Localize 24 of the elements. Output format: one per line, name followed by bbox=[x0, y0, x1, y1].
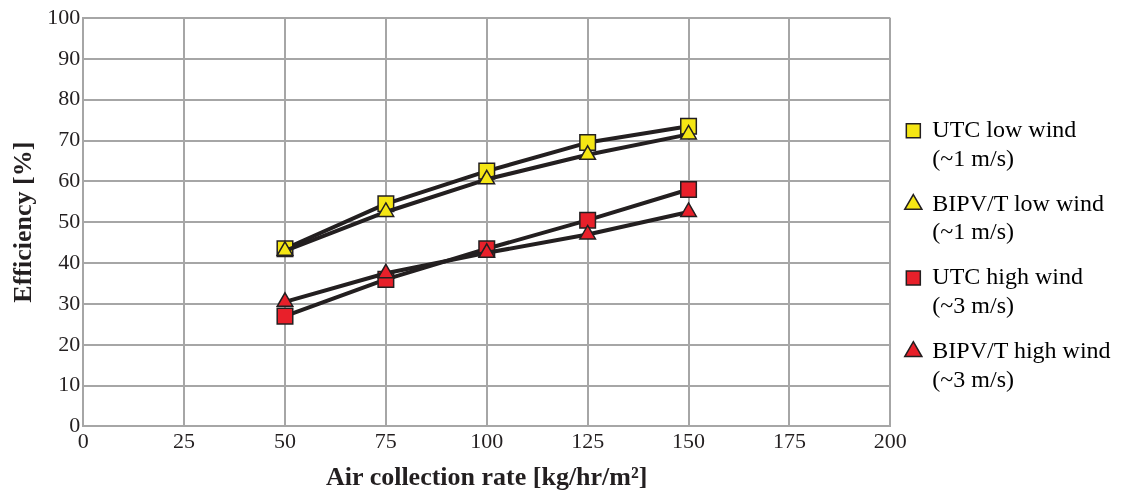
legend-label: BIPV/T low wind (~1 m/s) bbox=[932, 189, 1104, 245]
x-tick-label: 125 bbox=[571, 428, 605, 454]
y-tick-label: 60 bbox=[58, 167, 81, 193]
y-tick-label: 40 bbox=[58, 248, 81, 274]
legend-label: UTC high wind (~3 m/s) bbox=[932, 263, 1083, 319]
y-tick-label: 10 bbox=[58, 371, 81, 397]
x-tick-label: 100 bbox=[470, 428, 504, 454]
x-tick-label: 200 bbox=[873, 428, 907, 454]
y-tick-label: 20 bbox=[58, 330, 81, 356]
x-tick-label: 50 bbox=[273, 428, 296, 454]
y-tick-label: 100 bbox=[47, 3, 81, 29]
legend-label: UTC low wind (~1 m/s) bbox=[932, 116, 1077, 171]
x-tick-label: 175 bbox=[772, 428, 806, 454]
y-tick-label: 80 bbox=[58, 85, 81, 111]
x-axis-title: Air collection rate [kg/hr/m²] bbox=[326, 462, 648, 492]
x-tick-label: 75 bbox=[374, 428, 397, 454]
x-tick-label: 150 bbox=[672, 428, 706, 454]
y-tick-label: 90 bbox=[58, 44, 81, 70]
y-tick-label: 70 bbox=[58, 126, 81, 152]
y-axis-title: Efficiency [%] bbox=[8, 141, 38, 303]
y-tick-label: 50 bbox=[58, 207, 81, 233]
y-tick-label: 30 bbox=[58, 289, 81, 315]
legend-label: BIPV/T high wind (~3 m/s) bbox=[932, 336, 1111, 392]
x-tick-label: 25 bbox=[173, 428, 196, 454]
